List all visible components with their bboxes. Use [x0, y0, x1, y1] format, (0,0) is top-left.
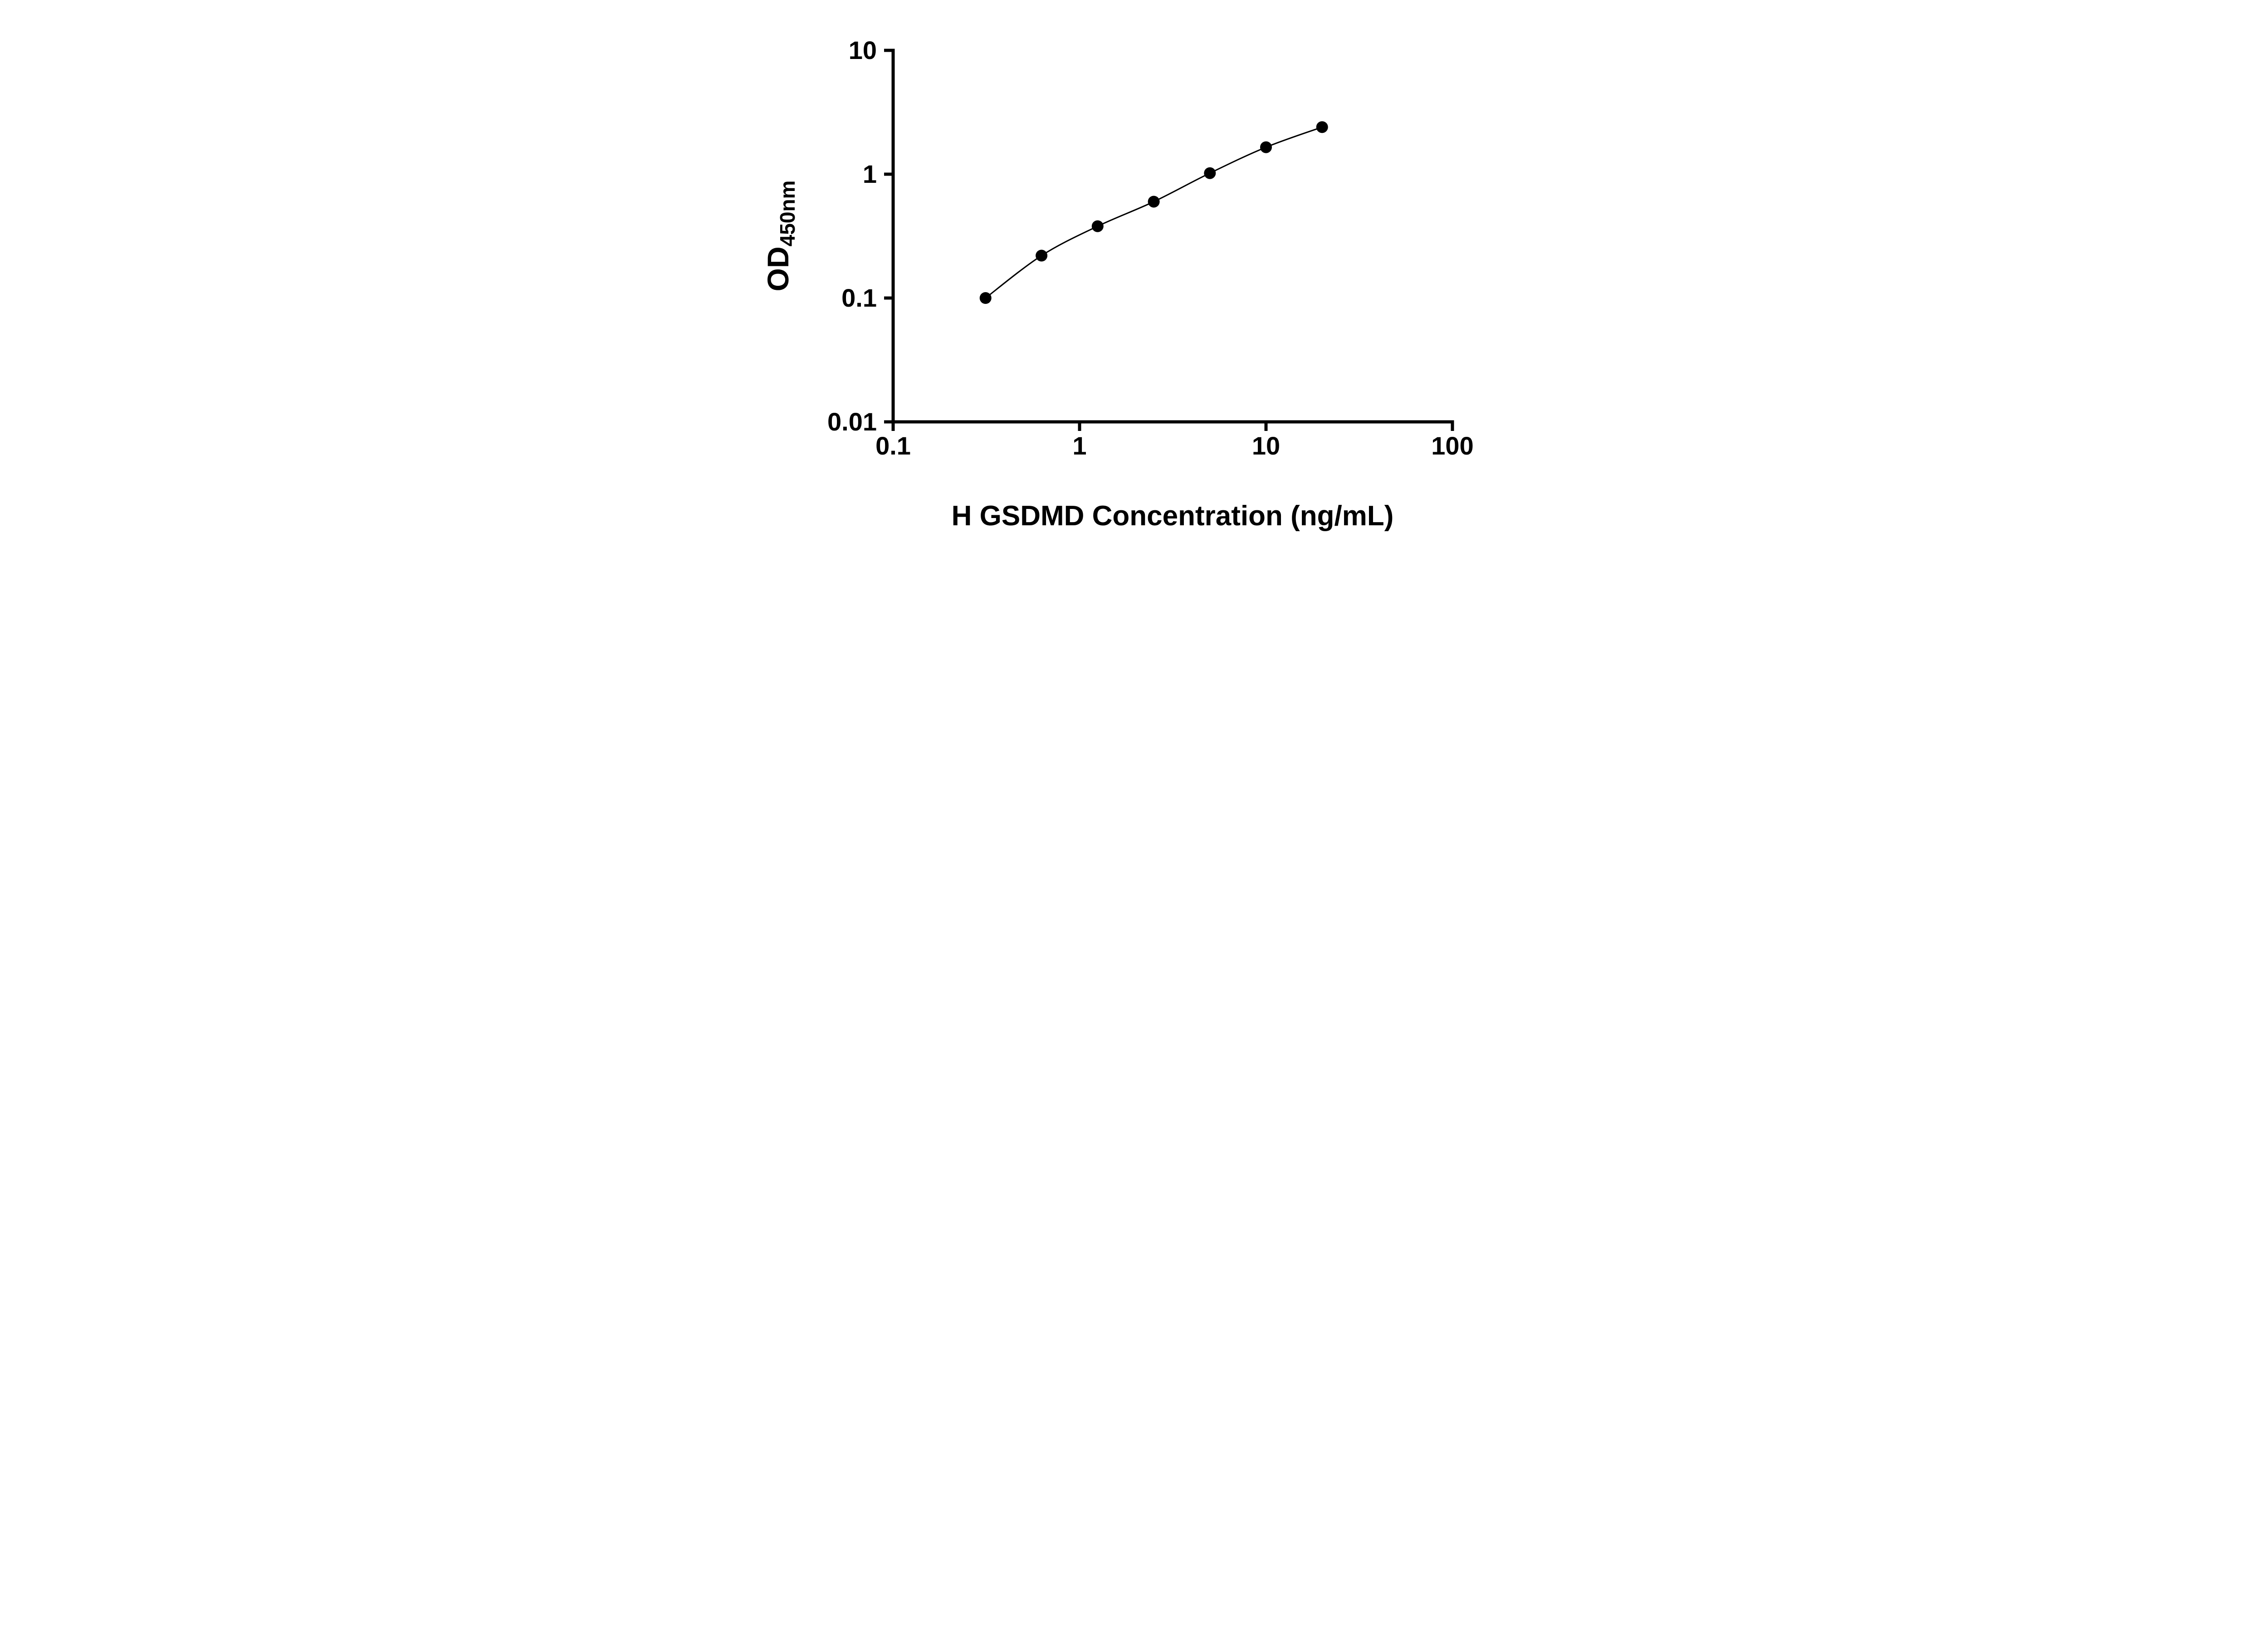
elisa-standard-curve-chart: 0.1 1 10 100 0.01 0.1 1 10 H GSDMD Concentration… — [745, 0, 1523, 544]
x-tick-label: 100 — [1431, 431, 1473, 460]
data-point-marker — [1316, 121, 1328, 133]
y-axis-title-main: OD — [761, 246, 795, 291]
standard-curve-line — [985, 126, 1323, 299]
y-tick-label: 1 — [863, 160, 877, 188]
axes-frame — [891, 49, 1454, 424]
y-tick-label: 0.1 — [841, 284, 877, 312]
y-axis-title: OD450nm — [761, 181, 799, 292]
x-axis-title: H GSDMD Concentration (ng/mL) — [952, 500, 1394, 532]
y-tick-label: 10 — [849, 36, 877, 64]
data-point-marker — [1148, 196, 1160, 208]
data-point-marker — [979, 292, 992, 304]
data-point-marker — [1204, 167, 1216, 179]
x-tick-label: 0.1 — [875, 431, 911, 460]
y-tick-label: 0.01 — [827, 407, 877, 436]
data-point-marker — [1036, 249, 1048, 262]
y-axis-title-subscript: 450nm — [776, 181, 799, 247]
x-tick-label: 1 — [1072, 431, 1086, 460]
data-point-marker — [1260, 141, 1272, 153]
x-tick-label: 10 — [1252, 431, 1280, 460]
data-point-marker — [1091, 220, 1104, 232]
